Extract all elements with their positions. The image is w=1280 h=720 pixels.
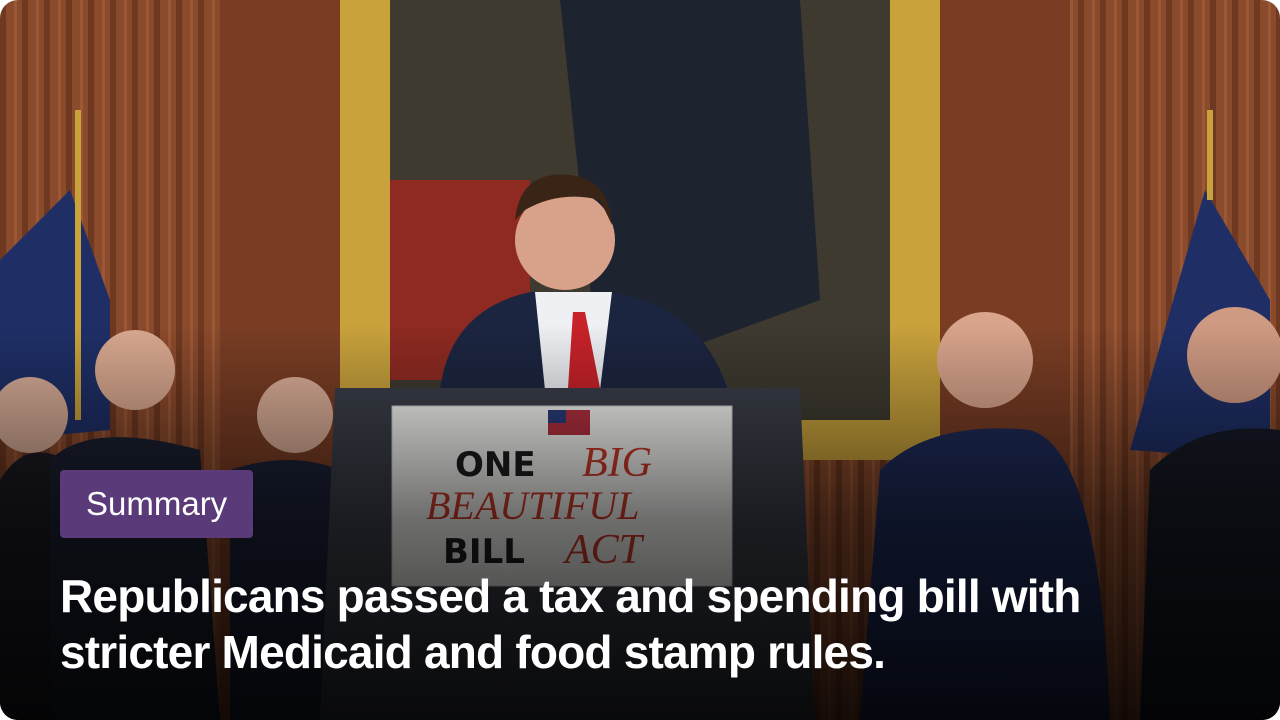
headline-line: Republicans passed a tax and spending bi… xyxy=(60,570,1081,622)
summary-badge: Summary xyxy=(60,470,254,538)
headline: Republicans passed a tax and spending bi… xyxy=(60,568,1081,680)
headline-line: stricter Medicaid and food stamp rules. xyxy=(60,626,886,678)
